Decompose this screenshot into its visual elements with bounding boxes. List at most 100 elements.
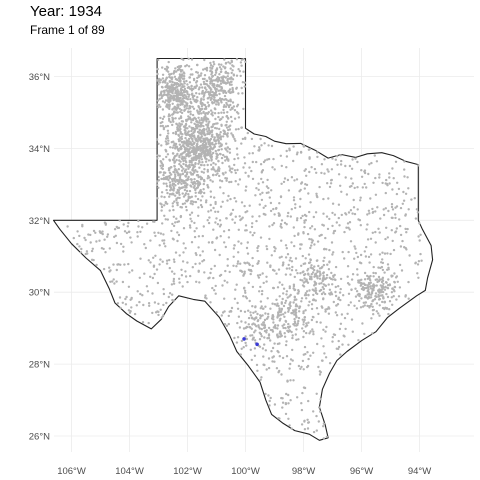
- well-point: [193, 171, 196, 174]
- well-point: [220, 148, 223, 151]
- well-point: [322, 328, 325, 331]
- well-point: [207, 127, 211, 130]
- well-point: [384, 207, 387, 210]
- well-point: [246, 210, 249, 213]
- well-point: [310, 307, 314, 311]
- well-point: [98, 239, 101, 242]
- well-point: [84, 238, 87, 242]
- well-point: [254, 194, 257, 197]
- well-point: [272, 315, 275, 318]
- well-point: [172, 224, 176, 228]
- well-point: [198, 119, 201, 122]
- well-point: [179, 160, 182, 163]
- well-point: [188, 105, 191, 108]
- well-point: [245, 229, 248, 232]
- well-point: [167, 169, 171, 172]
- well-point: [121, 301, 125, 304]
- well-point: [338, 327, 342, 331]
- well-point: [95, 240, 98, 243]
- well-point: [153, 301, 157, 304]
- well-point: [237, 315, 241, 318]
- well-point: [205, 120, 208, 123]
- well-point: [119, 263, 122, 266]
- well-point: [318, 370, 322, 373]
- well-point: [383, 271, 386, 274]
- well-point: [402, 199, 406, 202]
- well-point: [227, 228, 231, 232]
- well-point: [188, 81, 192, 84]
- well-point: [207, 159, 211, 162]
- well-point: [285, 223, 288, 226]
- well-point: [139, 292, 142, 296]
- well-point: [123, 230, 127, 233]
- well-point: [302, 330, 306, 333]
- well-point: [212, 228, 215, 231]
- well-point: [225, 126, 229, 129]
- well-point: [375, 160, 379, 163]
- well-point: [374, 295, 377, 298]
- well-point: [293, 179, 296, 182]
- well-point: [387, 312, 390, 316]
- well-point: [339, 163, 343, 166]
- well-point: [171, 116, 174, 119]
- well-point: [162, 242, 166, 245]
- well-point: [359, 306, 363, 309]
- well-point: [188, 76, 192, 79]
- well-point: [242, 70, 245, 73]
- well-point: [185, 118, 188, 122]
- well-point: [206, 163, 209, 167]
- well-point: [272, 286, 275, 290]
- well-point: [296, 396, 299, 399]
- well-point: [306, 232, 310, 236]
- well-point: [345, 213, 348, 216]
- well-point: [102, 267, 106, 271]
- well-point: [227, 61, 230, 64]
- well-point: [381, 306, 385, 310]
- well-point: [171, 202, 174, 205]
- well-point: [334, 311, 337, 314]
- well-point: [318, 277, 322, 280]
- well-point: [299, 278, 302, 282]
- well-point: [282, 326, 285, 330]
- well-point: [360, 297, 363, 300]
- well-point: [257, 182, 260, 185]
- well-point: [311, 271, 315, 274]
- well-point: [177, 233, 181, 237]
- well-point: [196, 109, 199, 112]
- well-point: [200, 170, 203, 173]
- well-point: [211, 133, 214, 136]
- well-point: [326, 168, 329, 171]
- well-point: [303, 225, 306, 229]
- well-point: [370, 302, 373, 306]
- well-point: [211, 143, 214, 146]
- well-point: [270, 254, 273, 257]
- well-point: [317, 365, 320, 369]
- well-point: [276, 324, 280, 327]
- well-point: [399, 245, 403, 248]
- well-point: [305, 297, 308, 300]
- well-point: [296, 217, 299, 220]
- well-point: [243, 204, 246, 208]
- well-point: [263, 323, 266, 326]
- well-point: [366, 284, 369, 287]
- well-point: [170, 193, 173, 196]
- well-point: [385, 226, 388, 229]
- well-point: [255, 316, 258, 320]
- well-point: [307, 267, 310, 271]
- well-point: [231, 90, 235, 93]
- well-point: [254, 329, 257, 332]
- well-point: [243, 85, 246, 88]
- well-point: [168, 114, 172, 117]
- well-point: [157, 186, 160, 189]
- well-point: [206, 185, 210, 189]
- well-point: [316, 269, 319, 272]
- well-point: [312, 215, 315, 219]
- well-point: [257, 325, 260, 329]
- well-point: [374, 176, 377, 180]
- well-point: [351, 273, 355, 276]
- x-tick-label: 94°W: [408, 466, 431, 477]
- well-point: [304, 352, 307, 356]
- well-point: [280, 308, 283, 311]
- well-point: [265, 280, 268, 283]
- well-point: [181, 141, 184, 144]
